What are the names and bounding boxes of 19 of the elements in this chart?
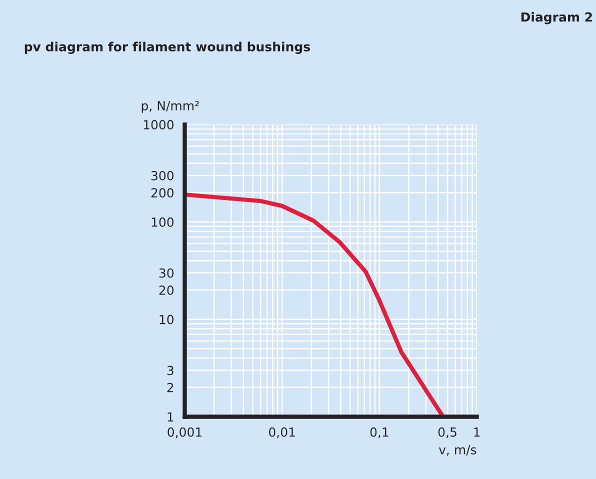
y-tick-label: 200 [151, 188, 174, 198]
y-tick-label: 10 [160, 314, 174, 324]
x-tick-label: 0,001 [168, 427, 202, 438]
y-tick-label: 30 [159, 268, 174, 278]
y-axis-title: p, N/mm² [142, 100, 199, 113]
x-tick-label: 0,01 [269, 427, 295, 438]
y-tick-label: 300 [151, 170, 174, 180]
y-tick-label: 1000 [144, 120, 174, 130]
text: Diagram 2 [521, 12, 592, 24]
y-tick-label: 1 [168, 412, 174, 422]
y-tick-label: 100 [152, 217, 174, 227]
x-tick-label: 1 [474, 428, 480, 437]
y-tick-label: 20 [159, 285, 174, 295]
x-axis-title: v, m/s [438, 445, 476, 456]
y-tick-label: 3 [167, 366, 174, 376]
chart-title: pv diagram for filament wound bushings [24, 42, 310, 54]
x-tick-label: 0,5 [438, 427, 456, 438]
x-tick-label: 0,1 [370, 427, 388, 438]
y-tick-label: 2 [167, 382, 174, 392]
